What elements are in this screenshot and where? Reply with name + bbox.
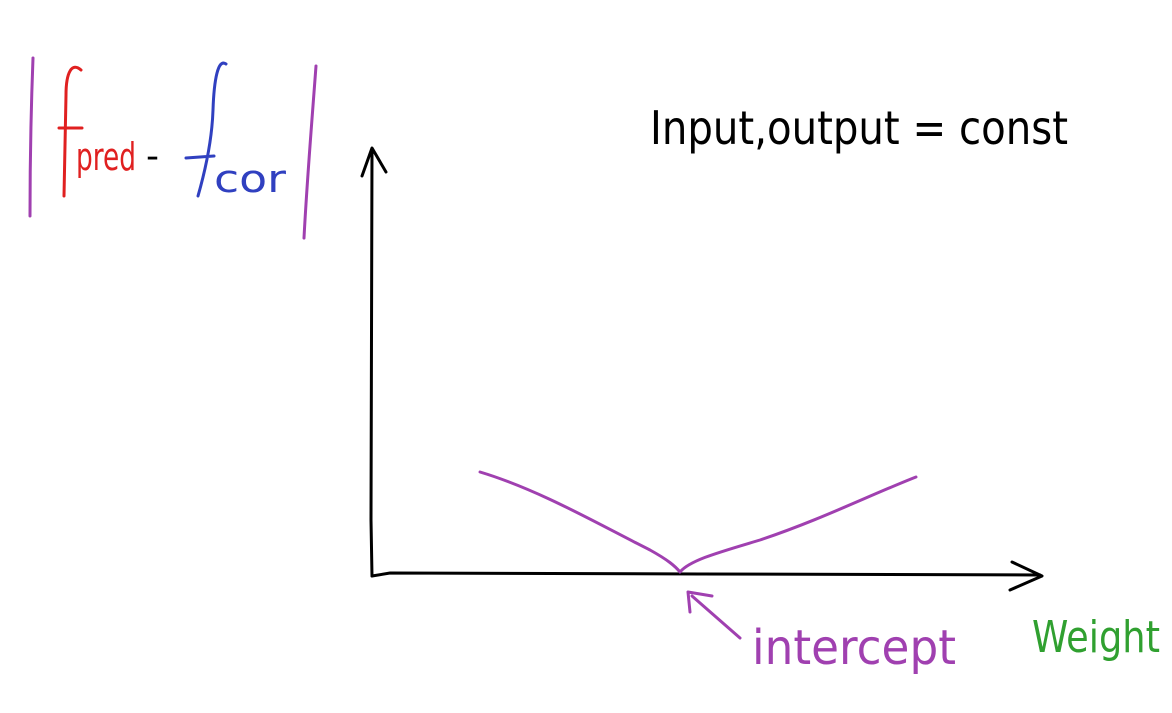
y-axis (369, 148, 374, 578)
f-pred-term: pred (57, 65, 136, 198)
abs-bar-left (28, 56, 35, 218)
pred-subscript: pred (76, 135, 136, 179)
cor-subscript: cor (214, 157, 286, 201)
intercept-arrow-head (686, 590, 714, 614)
y-axis-arrowhead (360, 146, 388, 178)
abs-bar-right (302, 64, 318, 240)
f-cor-term: cor (184, 61, 286, 201)
error-curve (478, 470, 918, 574)
f-pred-letter (57, 65, 84, 198)
minus-sign: - (146, 136, 159, 177)
f-cor-letter (184, 61, 228, 198)
x-axis-label: Weight (1032, 612, 1160, 663)
intercept-label: intercept (752, 620, 956, 676)
intercept-arrow-shaft (690, 594, 742, 640)
x-axis (370, 571, 1042, 578)
condition-label: Input,output = const (650, 101, 1068, 155)
x-axis-arrowhead (1008, 560, 1044, 592)
